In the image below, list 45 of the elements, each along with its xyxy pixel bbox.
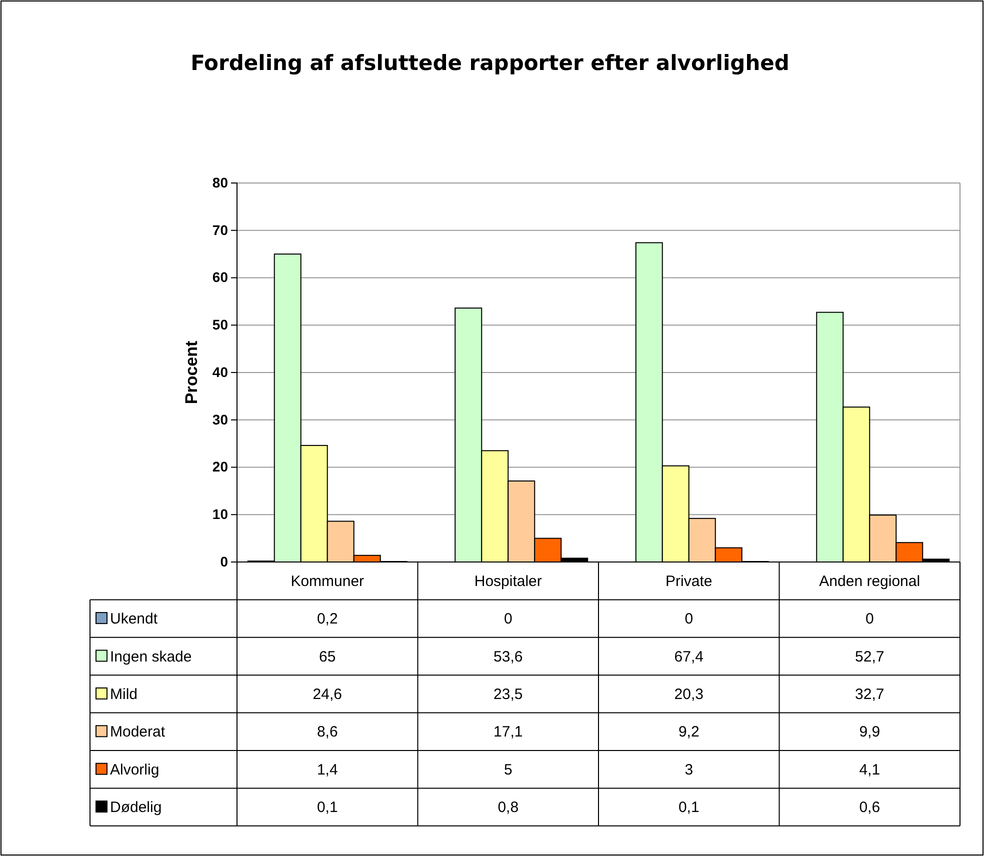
data-label: 3 <box>684 761 694 778</box>
data-label: 5 <box>504 761 512 778</box>
data-label: 65 <box>319 648 336 666</box>
legend-label: Alvorlig <box>110 761 160 778</box>
y-tick-label: 50 <box>212 316 228 333</box>
x-tick-label: Private <box>666 572 712 590</box>
data-label: 4,1 <box>859 761 880 778</box>
data-label: 24,6 <box>312 686 342 703</box>
data-label: 0,2 <box>316 610 338 628</box>
data-label: 32,7 <box>855 686 884 703</box>
data-label: 0 <box>865 610 874 628</box>
data-label: 0 <box>504 610 512 628</box>
chart-title: Fordeling af afsluttede rapporter efter alvorlighed <box>190 51 790 75</box>
y-tick-label: 80 <box>212 174 228 190</box>
y-tick-label: 60 <box>212 269 228 286</box>
data-label: 8,6 <box>316 724 338 741</box>
x-tick-label: Anden regional <box>819 572 920 590</box>
y-tick-label: 30 <box>212 411 228 428</box>
x-tick-label: Hospitaler <box>474 572 542 590</box>
data-label: 9,9 <box>859 724 880 741</box>
y-tick-label: 10 <box>212 506 228 522</box>
data-label: 53,6 <box>494 648 523 666</box>
x-tick-label: Kommuner <box>290 572 364 590</box>
data-label: 17,1 <box>494 724 523 741</box>
legend-label: Mild <box>110 686 138 703</box>
y-tick-label: 70 <box>212 222 228 238</box>
y-axis-title: Procent <box>182 340 201 404</box>
y-tick-label: 20 <box>212 458 228 475</box>
data-label: 52,7 <box>855 648 884 666</box>
data-label: 20,3 <box>674 686 704 703</box>
data-label: 0,8 <box>498 799 519 816</box>
legend-label: Moderat <box>110 724 166 741</box>
y-tick-label: 0 <box>220 553 228 570</box>
data-label: 0,1 <box>316 799 338 816</box>
data-label: 0 <box>684 610 694 628</box>
data-label: 67,4 <box>674 648 704 666</box>
data-label: 9,2 <box>678 724 700 741</box>
legend-label: Ingen skade <box>110 648 192 666</box>
data-label: 1,4 <box>316 761 338 778</box>
legend-label: Dødelig <box>110 799 162 816</box>
data-label: 23,5 <box>494 686 523 703</box>
y-tick-label: 40 <box>212 364 228 380</box>
data-label: 0,1 <box>678 799 700 816</box>
legend-label: Ukendt <box>110 610 158 628</box>
data-label: 0,6 <box>859 799 880 816</box>
